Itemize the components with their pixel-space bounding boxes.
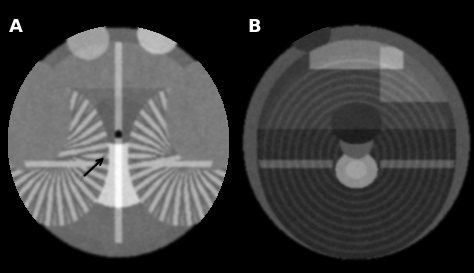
Text: B: B xyxy=(247,18,261,36)
Text: A: A xyxy=(9,18,23,36)
